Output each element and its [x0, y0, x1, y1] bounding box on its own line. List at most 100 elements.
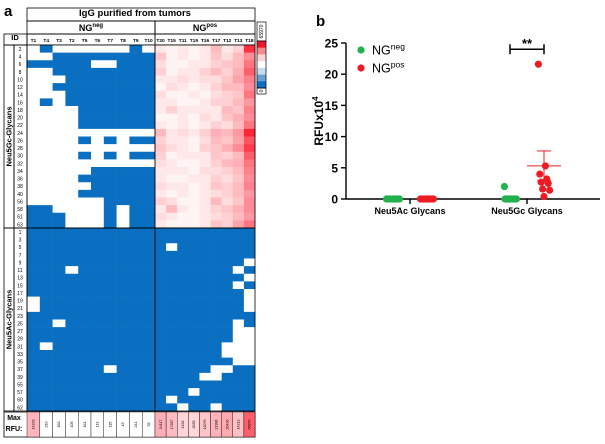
- heatmap-cell: [142, 350, 156, 358]
- heatmap-cell: [232, 350, 245, 358]
- heatmap-cell: [78, 144, 92, 153]
- heatmap-cell: [129, 403, 143, 412]
- heatmap-cell: [129, 311, 143, 320]
- heatmap-cell: [65, 212, 79, 221]
- heatmap-cell: [232, 121, 245, 130]
- heatmap-cell: [199, 60, 211, 69]
- y-tick-label: 5: [331, 161, 338, 175]
- heatmap-cell: [103, 205, 117, 214]
- heatmap-cell: [166, 220, 178, 229]
- heatmap-cell: [243, 327, 256, 336]
- heatmap-cell: [103, 258, 117, 267]
- heatmap-cell: [39, 228, 53, 236]
- heatmap-cell: [166, 365, 178, 374]
- heatmap-cell: [116, 121, 130, 130]
- heatmap-cell: [52, 174, 66, 183]
- heatmap-cell: [27, 167, 41, 175]
- heatmap-cell: [142, 311, 156, 320]
- heatmap-cell: [78, 60, 92, 69]
- heatmap-cell: [199, 174, 211, 183]
- heatmap-cell: [65, 304, 79, 313]
- heatmap-cell: [65, 311, 79, 320]
- row-id-label: 15: [17, 283, 23, 289]
- heatmap-cell: [221, 281, 234, 290]
- heatmap-cell: [243, 182, 256, 191]
- heatmap-cell: [188, 372, 200, 381]
- heatmap-cell: [129, 144, 143, 153]
- heatmap-cell: [52, 144, 66, 153]
- row-id-label: 26: [17, 138, 23, 144]
- heatmap-cell: [188, 159, 200, 168]
- heatmap-cell: [65, 296, 79, 305]
- heatmap-cell: [199, 128, 211, 137]
- heatmap-cell: [243, 243, 256, 252]
- heatmap-cell: [155, 60, 167, 69]
- heatmap-cell: [27, 128, 41, 137]
- heatmap-cell: [103, 403, 117, 412]
- group-label-neg: NGneg: [79, 23, 104, 33]
- heatmap-cell: [177, 98, 189, 107]
- heatmap-cell: [177, 167, 189, 175]
- heatmap-cell: [103, 75, 117, 84]
- data-point: [534, 60, 543, 68]
- heatmap-cell: [116, 98, 130, 107]
- heatmap-cell: [199, 289, 211, 297]
- heatmap-cell: [166, 350, 178, 358]
- heatmap-cell: [155, 281, 167, 290]
- heatmap-cell: [129, 136, 143, 145]
- max-rfu-cell: [243, 411, 256, 438]
- heatmap-cell: [210, 45, 222, 53]
- heatmap-cell: [221, 380, 234, 389]
- heatmap-cell: [103, 52, 117, 61]
- heatmap-cell: [78, 205, 92, 214]
- data-point: [544, 179, 552, 187]
- heatmap-cell: [243, 197, 256, 206]
- heatmap-cell: [177, 281, 189, 290]
- heatmap-cell: [65, 258, 79, 267]
- heatmap-cell: [221, 151, 234, 160]
- heatmap-cell: [129, 60, 143, 69]
- heatmap-cell: [177, 403, 189, 412]
- heatmap-cell: [129, 151, 143, 160]
- heatmap-cell: [221, 395, 234, 404]
- heatmap-cell: [129, 258, 143, 267]
- heatmap-cell: [129, 174, 143, 183]
- heatmap-cell: [221, 334, 234, 343]
- heatmap-cell: [155, 250, 167, 259]
- heatmap-cell: [91, 327, 105, 336]
- heatmap-cell: [232, 258, 245, 267]
- heatmap-cell: [177, 67, 189, 76]
- heatmap-cell: [210, 128, 222, 137]
- heatmap-cell: [116, 60, 130, 69]
- heatmap-cell: [78, 197, 92, 206]
- heatmap-cell: [177, 342, 189, 351]
- heatmap-cell: [188, 228, 200, 236]
- heatmap-cell: [155, 342, 167, 351]
- heatmap-cell: [188, 174, 200, 183]
- heatmap-cell: [129, 334, 143, 343]
- heatmap-cell: [65, 250, 79, 259]
- heatmap-cell: [52, 395, 66, 404]
- panel-a-header: IgG purified from tumors: [79, 8, 191, 19]
- heatmap-cell: [188, 258, 200, 267]
- max-rfu-value: 115: [108, 422, 112, 428]
- heatmap-cell: [155, 182, 167, 191]
- heatmap-cell: [116, 136, 130, 145]
- heatmap-cell: [221, 289, 234, 297]
- heatmap-cell: [142, 228, 156, 236]
- heatmap-cell: [27, 304, 41, 313]
- data-point: [536, 170, 544, 178]
- heatmap-cell: [243, 189, 256, 198]
- heatmap-cell: [177, 235, 189, 244]
- heatmap-cell: [116, 380, 130, 389]
- heatmap-cell: [78, 121, 92, 130]
- column-label: T4: [43, 38, 49, 44]
- heatmap-cell: [65, 197, 79, 206]
- heatmap-cell: [232, 197, 245, 206]
- column-label: T18: [245, 38, 254, 44]
- heatmap-cell: [65, 75, 79, 84]
- row-id-label: 31: [17, 344, 23, 350]
- heatmap-cell: [129, 319, 143, 328]
- heatmap-cell: [232, 319, 245, 328]
- heatmap-cell: [232, 67, 245, 76]
